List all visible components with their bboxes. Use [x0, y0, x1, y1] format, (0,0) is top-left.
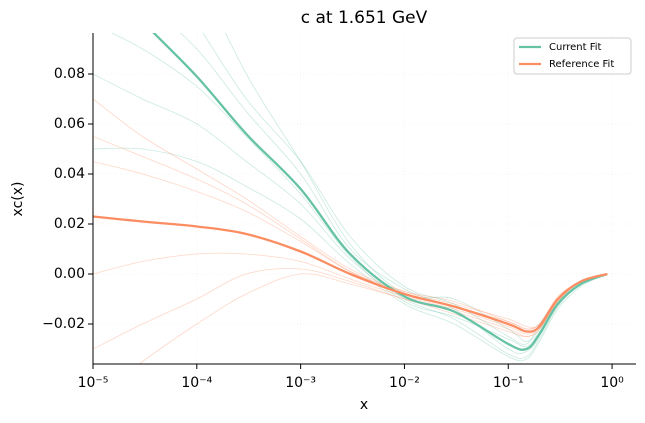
plot-area [93, 33, 636, 364]
replica-line [93, 136, 608, 330]
series-line [152, 33, 608, 351]
legend-label: Reference Fit [549, 59, 614, 70]
replica-line [93, 268, 608, 350]
x-tick-label: 10⁻⁴ [181, 375, 212, 391]
y-tick-label: −0.02 [42, 316, 85, 332]
replica-line [93, 161, 608, 330]
y-tick-label: 0.04 [54, 166, 85, 182]
x-tick-label: 10⁻¹ [493, 375, 524, 391]
x-axis-label: x [360, 397, 368, 413]
replica-line [93, 98, 608, 328]
legend-box [513, 37, 632, 75]
y-axis-label: xc(x) [10, 182, 26, 217]
y-tick-label: 0.08 [54, 66, 85, 82]
y-tick-label: 0.06 [54, 116, 85, 132]
replica-line [93, 252, 608, 335]
replica-line [93, 73, 608, 359]
x-tick-label: 10⁻⁵ [78, 375, 109, 391]
series-line [93, 215, 608, 333]
replica-line [138, 273, 608, 364]
legend-label: Current Fit [549, 42, 602, 53]
x-tick-label: 10⁻² [389, 375, 420, 391]
y-tick-label: 0.02 [54, 216, 85, 232]
x-tick-label: 10⁻³ [285, 375, 316, 391]
chart-title: c at 1.651 GeV [301, 8, 428, 28]
replica-line [225, 33, 608, 342]
x-tick-label: 10⁰ [600, 375, 624, 391]
y-tick-label: 0.00 [54, 266, 85, 282]
replica-line [93, 147, 608, 362]
